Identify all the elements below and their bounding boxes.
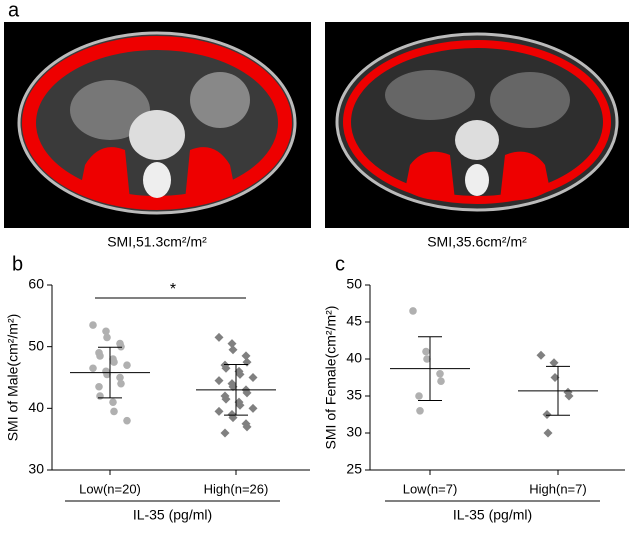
- data-point: [437, 377, 445, 386]
- x-axis-label: IL-35 (pg/ml): [133, 507, 212, 523]
- data-point: [214, 376, 224, 386]
- data-point: [89, 364, 97, 373]
- y-tick-label: 25: [346, 461, 362, 477]
- data-point: [110, 407, 118, 416]
- data-point: [103, 333, 111, 342]
- data-point: [536, 350, 546, 360]
- x-tick-label: High(n=26): [204, 481, 269, 496]
- y-tick-label: 35: [346, 387, 362, 403]
- data-point: [123, 361, 131, 369]
- y-axis-label: SMI of Male(cm²/m²): [5, 314, 21, 442]
- x-tick-label: Low(n=7): [403, 481, 458, 496]
- data-point: [549, 358, 559, 368]
- data-point: [564, 391, 574, 401]
- x-tick-label: Low(n=20): [79, 481, 141, 496]
- data-point: [423, 355, 431, 363]
- data-point: [95, 382, 103, 391]
- panel-label: c: [335, 253, 345, 275]
- y-tick-label: 50: [28, 337, 44, 353]
- data-point: [248, 403, 258, 413]
- y-tick-label: 30: [346, 424, 362, 440]
- ct-image: [4, 22, 311, 228]
- data-point: [109, 398, 117, 406]
- data-point: [235, 400, 245, 410]
- data-point: [436, 370, 444, 378]
- data-point: [116, 373, 124, 382]
- data-point: [117, 342, 125, 351]
- data-point: [228, 345, 238, 355]
- data-point: [96, 392, 104, 400]
- x-axis-label: IL-35 (pg/ml): [453, 507, 532, 523]
- y-axis-label: SMI of Female(cm²/m²): [323, 306, 339, 450]
- y-tick-label: 40: [28, 399, 44, 415]
- data-point: [542, 410, 552, 419]
- data-point: [117, 379, 125, 388]
- y-tick-label: 30: [28, 461, 44, 477]
- data-point: [110, 358, 118, 366]
- data-point: [416, 407, 424, 415]
- significance-mark: *: [170, 281, 176, 298]
- data-point: [220, 428, 230, 438]
- ct-image: [325, 22, 629, 228]
- data-point: [214, 406, 224, 416]
- data-point: [550, 373, 560, 382]
- data-point: [228, 382, 238, 392]
- data-point: [241, 351, 251, 361]
- data-point: [422, 347, 430, 356]
- data-point: [221, 394, 231, 404]
- panel-label: a: [8, 0, 20, 21]
- y-tick-label: 60: [28, 276, 44, 292]
- y-tick-label: 45: [346, 313, 362, 329]
- data-point: [248, 373, 258, 382]
- data-point: [242, 357, 252, 367]
- data-point: [242, 422, 252, 432]
- panel-label: b: [12, 253, 23, 275]
- data-point: [96, 352, 104, 360]
- data-point: [221, 363, 231, 373]
- data-point: [123, 416, 131, 425]
- y-tick-label: 50: [346, 276, 362, 292]
- data-point: [89, 321, 97, 329]
- x-tick-label: High(n=7): [529, 481, 586, 496]
- image-caption: SMI,35.6cm²/m²: [427, 234, 527, 250]
- data-point: [543, 428, 553, 438]
- image-caption: SMI,51.3cm²/m²: [107, 234, 207, 250]
- data-point: [242, 388, 252, 398]
- data-point: [409, 307, 417, 315]
- data-point: [102, 327, 110, 336]
- data-point: [214, 332, 224, 342]
- y-tick-label: 40: [346, 350, 362, 366]
- data-point: [415, 392, 423, 400]
- data-point: [235, 369, 245, 379]
- data-point: [227, 339, 237, 349]
